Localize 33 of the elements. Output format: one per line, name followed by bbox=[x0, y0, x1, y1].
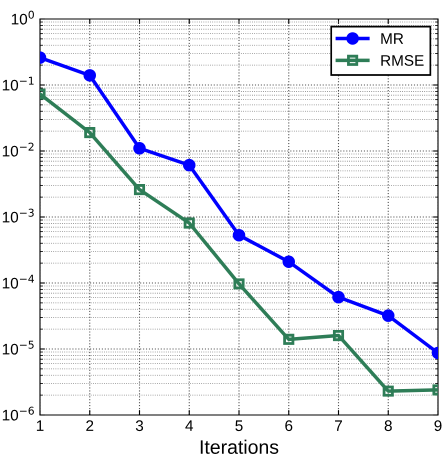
legend-label: RMSE bbox=[381, 55, 424, 66]
point bbox=[184, 217, 195, 229]
point bbox=[283, 334, 294, 345]
point bbox=[183, 158, 196, 172]
y-tick-label: 10$^{−1}$ bbox=[2, 76, 34, 91]
point bbox=[233, 278, 245, 290]
point bbox=[134, 184, 146, 196]
x-tick-label: 6 bbox=[285, 420, 292, 432]
point bbox=[382, 386, 394, 397]
point bbox=[332, 330, 344, 342]
x-tick-label: 4 bbox=[185, 420, 194, 431]
x-tick-label: 8 bbox=[384, 420, 392, 432]
y-tick-label: 10$^{−3}$ bbox=[2, 208, 34, 223]
point bbox=[232, 228, 246, 242]
x-tick-label: 2 bbox=[86, 420, 94, 431]
point bbox=[332, 290, 345, 304]
y-tick-label: 10$^{−6}$ bbox=[2, 406, 34, 421]
point bbox=[133, 142, 146, 155]
x-tick-label: 9 bbox=[434, 420, 442, 432]
y-tick-label: 10$^{0}$ bbox=[12, 10, 34, 25]
y-tick-label: 10$^{−2}$ bbox=[2, 142, 34, 157]
point bbox=[84, 69, 96, 82]
y-tick-label: 10$^{−4}$ bbox=[2, 274, 34, 289]
x-tick-label: 1 bbox=[36, 420, 44, 431]
x-axis-title: Iterations bbox=[200, 440, 278, 454]
x-tick-label: 5 bbox=[235, 420, 243, 432]
point bbox=[84, 127, 96, 138]
point bbox=[282, 255, 295, 268]
legend-label: MR bbox=[381, 33, 404, 44]
y-tick-label: 10$^{−5}$ bbox=[2, 340, 34, 355]
point bbox=[382, 309, 394, 322]
x-tick-label: 7 bbox=[335, 420, 342, 431]
x-tick-label: 3 bbox=[136, 420, 144, 432]
